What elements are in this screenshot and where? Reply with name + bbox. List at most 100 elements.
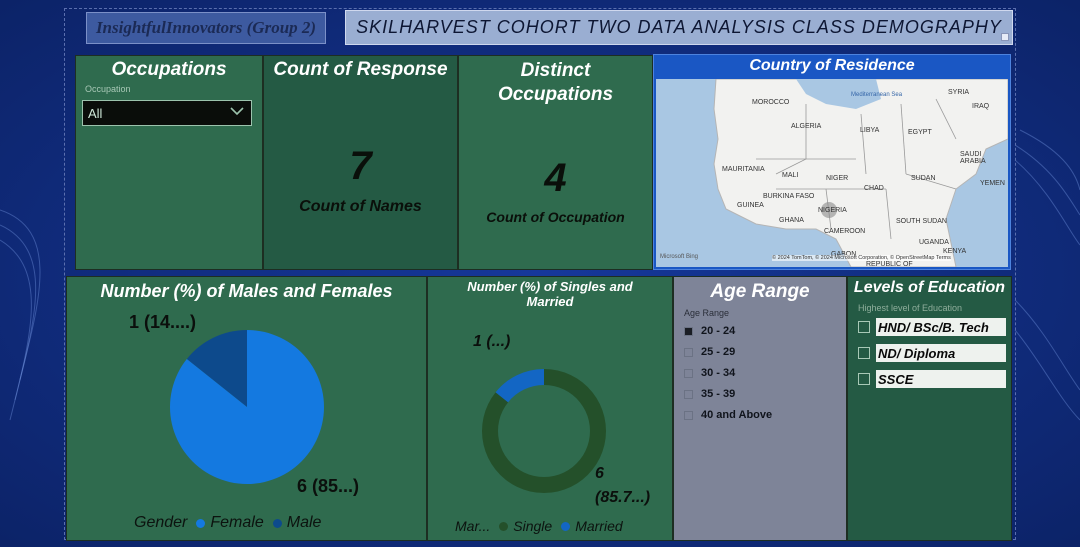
- married-data-label: 1 (...): [473, 333, 510, 350]
- map-label-yemen: YEMEN: [980, 180, 1005, 187]
- map-label-cameroon: CAMEROON: [824, 228, 866, 235]
- female-legend-label[interactable]: Female: [210, 514, 264, 531]
- resize-grip-icon[interactable]: [1001, 33, 1009, 41]
- age-range-item-label: 40 and Above: [701, 409, 773, 421]
- age-range-item-label: 25 - 29: [701, 346, 736, 358]
- map-label-gabon: GABON: [831, 251, 856, 258]
- map-credit: © 2024 TomTom, © 2024 Microsoft Corporat…: [772, 255, 951, 261]
- map-label-mali: MALI: [782, 172, 799, 179]
- married-slice[interactable]: [495, 369, 544, 403]
- checkbox-icon[interactable]: [858, 321, 870, 333]
- map-label-syria: SYRIA: [948, 89, 970, 96]
- age-range-slicer-label: Age Range: [684, 308, 730, 318]
- checkbox-icon[interactable]: [684, 410, 693, 420]
- map-label-iraq: IRAQ: [972, 103, 990, 110]
- checkbox-icon[interactable]: [684, 389, 693, 399]
- age-range-item-label: 30 - 34: [701, 367, 736, 379]
- marital-chart-card: Number (%) of Singles and Married: [427, 276, 673, 541]
- checkbox-checked-icon[interactable]: [684, 326, 693, 336]
- dashboard-banner: SKILHARVEST COHORT TWO DATA ANALYSIS CLA…: [345, 10, 1013, 45]
- map-label-guinea: GUINEA: [737, 202, 764, 209]
- gender-pie-chart[interactable]: 1 (14....) 6 (85...): [66, 276, 427, 541]
- distinct-occupations-card: Distinct Occupations 4 Count of Occupati…: [458, 55, 653, 270]
- group-title: InsightfulInnovators (Group 2): [86, 12, 326, 44]
- occupation-dropdown[interactable]: All: [82, 100, 252, 126]
- map-label-egypt: EGYPT: [908, 129, 932, 136]
- map-label-sea: Mediterranean Sea: [851, 92, 903, 98]
- female-data-label: 6 (85...): [297, 476, 359, 496]
- map-label-algeria: ALGERIA: [791, 123, 822, 130]
- age-range-item[interactable]: 25 - 29: [684, 346, 735, 358]
- education-item[interactable]: SSCE: [858, 370, 1006, 388]
- map-label-burkina-faso: BURKINA FASO: [763, 193, 815, 200]
- checkbox-icon[interactable]: [858, 373, 870, 385]
- age-range-item[interactable]: 20 - 24: [684, 325, 735, 337]
- banner-title: SKILHARVEST COHORT TWO DATA ANALYSIS CLA…: [356, 17, 1002, 37]
- male-data-label: 1 (14....): [129, 312, 196, 332]
- occupation-slicer-label: Occupation: [85, 84, 131, 94]
- age-range-item-label: 35 - 39: [701, 388, 736, 400]
- education-card: Levels of Education Highest level of Edu…: [847, 276, 1012, 541]
- age-range-card: Age Range Age Range: [673, 276, 847, 541]
- occupations-card: Occupations Occupation: [75, 55, 263, 270]
- distinct-occupations-label: Count of Occupation: [486, 209, 625, 225]
- count-of-response-card: Count of Response 7 Count of Names: [263, 55, 458, 270]
- occupations-title: Occupations: [111, 59, 227, 80]
- checkbox-icon[interactable]: [858, 347, 870, 359]
- map-label-kenya: KENYA: [943, 248, 967, 255]
- map-label-sudan: SUDAN: [911, 175, 936, 182]
- married-legend-label[interactable]: Married: [575, 518, 623, 534]
- gender-chart-title: Number (%) of Males and Females: [100, 281, 393, 301]
- marital-legend: Mar... Single Married: [455, 518, 623, 534]
- bing-logo: Microsoft Bing: [660, 254, 699, 260]
- single-legend-dot: [499, 521, 509, 531]
- male-legend-label[interactable]: Male: [286, 514, 322, 531]
- map-label-libya: LIBYA: [860, 127, 880, 134]
- age-range-item[interactable]: 30 - 34: [684, 367, 735, 379]
- map-label-morocco: MOROCCO: [752, 99, 790, 106]
- country-map[interactable]: Mediterranean Sea MOROCCO ALGERIA LIBYA …: [656, 79, 1008, 267]
- female-legend-dot: [196, 518, 206, 528]
- education-item[interactable]: HND/ BSc/B. Tech: [858, 318, 1006, 336]
- marital-chart-title: Number (%) of Singles and Married: [467, 279, 633, 309]
- female-slice[interactable]: [170, 330, 324, 484]
- age-range-item[interactable]: 40 and Above: [684, 409, 772, 421]
- gender-legend-title: Gender: [134, 514, 188, 531]
- map-label-nigeria: NIGERIA: [818, 207, 847, 214]
- education-slicer-label: Highest level of Education: [858, 303, 963, 313]
- count-of-response-value: 7: [349, 144, 372, 188]
- map-label-republic-of: REPUBLIC OF: [866, 261, 913, 267]
- education-title: Levels of Education: [853, 279, 1006, 296]
- single-data-label-pct: (85.7...): [595, 489, 650, 506]
- map-title: Country of Residence: [749, 57, 915, 74]
- male-slice[interactable]: [186, 330, 247, 407]
- married-legend-dot: [561, 521, 571, 531]
- education-item[interactable]: ND/ Diploma: [858, 344, 1006, 362]
- marital-donut-chart[interactable]: 1 (...) 6 (85.7...): [427, 276, 673, 541]
- distinct-occupations-title: Distinct Occupations: [497, 60, 614, 105]
- map-label-niger: NIGER: [826, 175, 849, 182]
- map-label-uganda: UGANDA: [919, 239, 949, 246]
- nigeria-bubble[interactable]: [821, 202, 837, 218]
- map-label-mauritania: MAURITANIA: [722, 166, 765, 173]
- gender-legend: Gender Female Male: [134, 514, 321, 532]
- checkbox-icon[interactable]: [684, 347, 693, 357]
- chevron-down-icon: [230, 107, 244, 116]
- occupation-selected-value: All: [88, 105, 103, 121]
- single-data-label: 6: [595, 465, 604, 482]
- distinct-occupations-value: 4: [544, 156, 567, 200]
- age-range-item-label: 20 - 24: [701, 325, 736, 337]
- map-land: [713, 79, 1008, 267]
- marital-legend-title: Mar...: [455, 518, 491, 534]
- male-legend-dot: [272, 518, 282, 528]
- map-label-saudi-arabia: SAUDI ARABIA: [960, 151, 986, 165]
- age-range-title: Age Range: [710, 281, 810, 302]
- checkbox-icon[interactable]: [684, 368, 693, 378]
- education-item-label: HND/ BSc/B. Tech: [876, 318, 1006, 336]
- map-label-south-sudan: SOUTH SUDAN: [896, 218, 947, 225]
- map-label-ghana: GHANA: [779, 217, 804, 224]
- education-item-label: SSCE: [876, 370, 1006, 388]
- age-range-item[interactable]: 35 - 39: [684, 388, 735, 400]
- single-legend-label[interactable]: Single: [513, 518, 553, 534]
- count-of-response-label: Count of Names: [299, 198, 422, 215]
